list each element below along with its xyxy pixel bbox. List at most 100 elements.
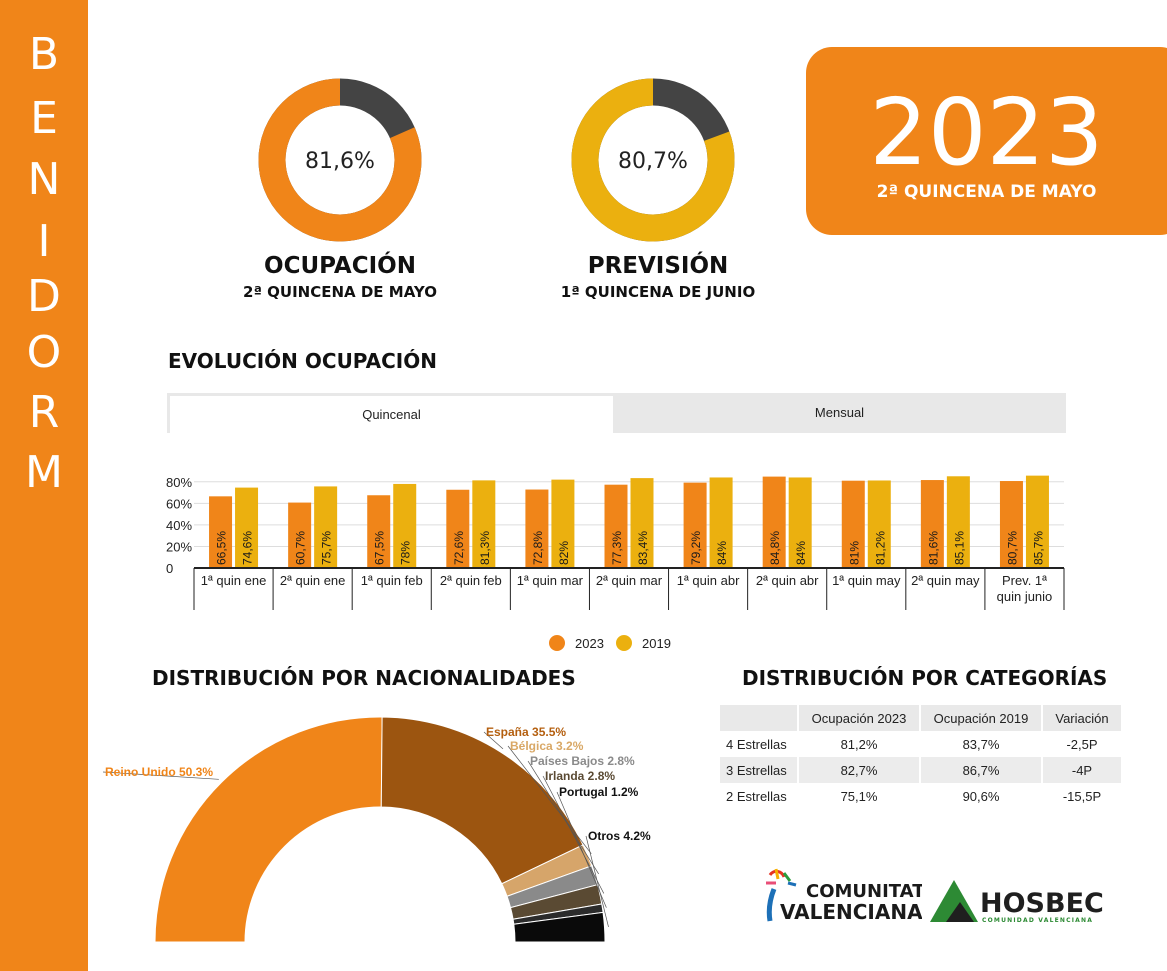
- slice-label: Irlanda 2.8%: [545, 769, 615, 783]
- x-tick-label: 2ª quin ene: [280, 573, 346, 588]
- slice-label: Reino Unido 50.3%: [105, 765, 213, 779]
- donut-value-ring: [571, 78, 735, 242]
- legend-swatch-2023: [549, 635, 565, 651]
- slice-label: Portugal 1.2%: [559, 785, 639, 799]
- occupancy-title: OCUPACIÓN: [264, 253, 416, 279]
- donut-value-text: 81,6%: [305, 149, 375, 174]
- evolution-title: EVOLUCIÓN OCUPACIÓN: [168, 349, 437, 373]
- y-tick-label: 60%: [166, 496, 192, 511]
- slice-leader-line: [507, 745, 592, 854]
- bar-2019: [551, 479, 575, 568]
- table-header-cell: Ocupación 2019: [920, 705, 1043, 731]
- table-header-row: Ocupación 2023 Ocupación 2019 Variación: [720, 705, 1123, 731]
- bar-data-label: 81,6%: [926, 531, 940, 565]
- x-tick-label: 2ª quin may: [911, 573, 980, 588]
- period-tabs: Quincenal Mensual: [167, 393, 1066, 433]
- x-tick-label: 1ª quin ene: [201, 573, 267, 588]
- x-tick-label: Prev. 1ª: [1002, 573, 1047, 588]
- table-row: 3 Estrellas 82,7% 86,7% -4P: [720, 757, 1123, 783]
- bar-data-label: 78%: [399, 541, 413, 565]
- sidebar-letter: N: [27, 154, 61, 205]
- occupancy-2019: 90,6%: [920, 783, 1043, 809]
- y-tick-label: 80%: [166, 475, 192, 490]
- occupancy-bar-chart: 66,5% 74,6% 60,7% 75,7% 67,5% 78% 72,6% 81,3% 72…: [166, 475, 1065, 610]
- hosbec-wordmark: HOSBEC: [980, 888, 1104, 919]
- slice-label: Países Bajos 2.8%: [530, 754, 635, 768]
- x-tick-label: 2ª quin abr: [756, 573, 819, 588]
- forecast-donut: 80,7%: [571, 78, 735, 242]
- comunitat-valenciana-emblem-icon: [766, 868, 797, 922]
- slice-leader-line: [527, 760, 599, 875]
- nationalities-half-donut: Reino Unido 50.3% España 35.5%Bélgica 3.2…: [102, 716, 651, 943]
- nationalities-title: DISTRIBUCIÓN POR NACIONALIDADES: [152, 666, 576, 690]
- sidebar-letter: D: [27, 271, 61, 322]
- sidebar-letter: O: [26, 327, 62, 378]
- bar-data-label: 81,2%: [873, 531, 887, 565]
- hosbec-logo: HOSBEC COMUNIDAD VALENCIANA: [930, 880, 1104, 924]
- category-name: 3 Estrellas: [720, 757, 799, 783]
- occupancy-2023: 75,1%: [798, 783, 921, 809]
- slice: [513, 911, 606, 943]
- comunitat-line2: VALENCIANA: [780, 900, 922, 924]
- occupancy-donut: 81,6%: [258, 78, 422, 242]
- bar-2019: [867, 480, 891, 568]
- forecast-title: PREVISIÓN: [587, 253, 729, 279]
- bar-data-label: 85,1%: [952, 531, 966, 565]
- sidebar-letter: E: [30, 93, 58, 144]
- occupancy-2019: 83,7%: [920, 731, 1043, 757]
- slice-label: España 35.5%: [486, 725, 566, 739]
- occupancy-2023: 82,7%: [798, 757, 921, 783]
- table-header-cell: [720, 705, 799, 731]
- bar-data-label: 80,7%: [1005, 531, 1019, 565]
- bar-2023: [525, 489, 549, 568]
- legend-swatch-2019: [616, 635, 632, 651]
- sidebar-letter: R: [28, 387, 60, 438]
- x-tick-label: 1ª quin abr: [677, 573, 740, 588]
- bar-data-label: 66,5%: [215, 531, 229, 565]
- slice-label: Bélgica 3.2%: [510, 739, 584, 753]
- year-box: 2023 2ª QUINCENA DE MAYO: [806, 47, 1167, 235]
- bar-2023: [288, 502, 312, 568]
- donut-value-text: 80,7%: [618, 149, 688, 174]
- bar-data-label: 72,8%: [531, 531, 545, 565]
- slice-leader-line: [102, 771, 219, 780]
- forecast-subtitle: 1ª QUINCENA DE JUNIO: [560, 283, 756, 301]
- variation: -15,5P: [1042, 783, 1123, 809]
- bar-2023: [604, 484, 628, 568]
- bar-data-label: 75,7%: [320, 531, 334, 565]
- y-tick-label: 0: [166, 561, 173, 576]
- table-row: 2 Estrellas 75,1% 90,6% -15,5P: [720, 783, 1123, 809]
- bar-2019: [314, 486, 338, 568]
- bar-2019: [946, 476, 970, 568]
- slice-leader-line: [585, 835, 609, 927]
- category-name: 4 Estrellas: [720, 731, 799, 757]
- bar-2019: [472, 480, 496, 568]
- bar-data-label: 84%: [715, 541, 729, 565]
- bar-2023: [209, 496, 233, 568]
- slice-leader-line: [483, 731, 504, 750]
- year-subtitle: 2ª QUINCENA DE MAYO: [876, 182, 1097, 202]
- bar-data-label: 79,2%: [689, 531, 703, 565]
- y-tick-label: 20%: [166, 539, 192, 554]
- bar-2019: [788, 477, 812, 568]
- occupancy-2023: 81,2%: [798, 731, 921, 757]
- bar-data-label: 84%: [794, 541, 808, 565]
- table-row: 4 Estrellas 81,2% 83,7% -2,5P: [720, 731, 1123, 757]
- bar-data-label: 60,7%: [294, 531, 308, 565]
- legend-label-2019: 2019: [642, 636, 671, 651]
- year-value: 2023: [869, 79, 1104, 186]
- bar-2023: [841, 480, 865, 568]
- bar-2019: [393, 483, 417, 568]
- bar-2023: [999, 481, 1023, 568]
- bar-2019: [709, 477, 733, 568]
- slice-label: Otros 4.2%: [588, 829, 651, 843]
- tab-quincenal[interactable]: Quincenal: [170, 393, 613, 433]
- tab-mensual[interactable]: Mensual: [814, 405, 865, 420]
- bar-data-label: 67,5%: [373, 531, 387, 565]
- sidebar: B E N I D O R M: [0, 0, 88, 971]
- x-tick-label: quin junio: [997, 589, 1053, 604]
- bar-data-label: 84,8%: [768, 531, 782, 565]
- sidebar-letter: M: [25, 447, 63, 498]
- variation: -2,5P: [1042, 731, 1123, 757]
- x-tick-label: 1ª quin may: [832, 573, 901, 588]
